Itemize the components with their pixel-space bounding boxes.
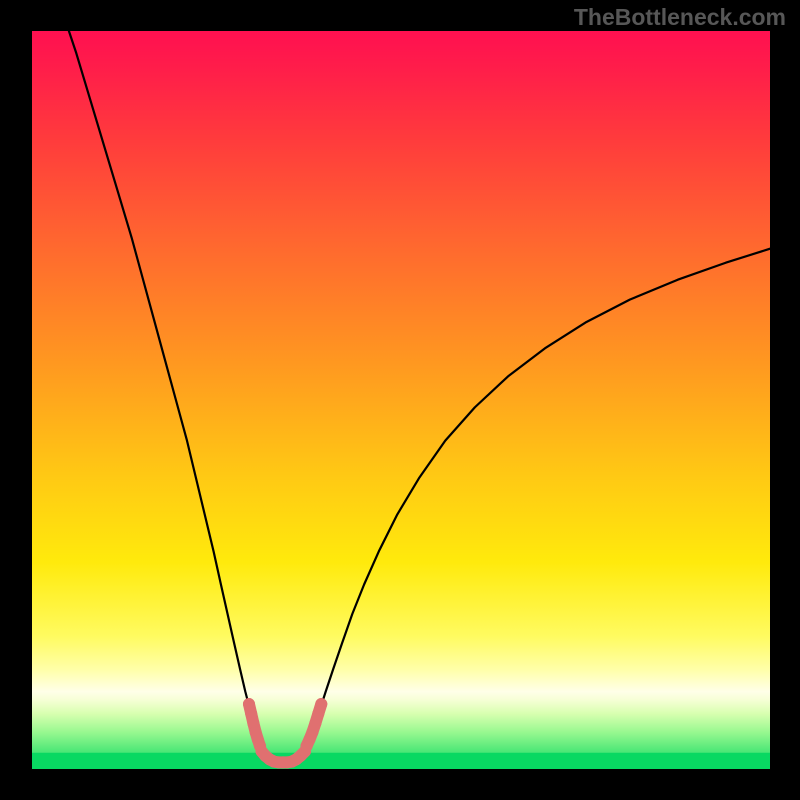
watermark-label: TheBottleneck.com xyxy=(574,4,786,31)
chart-root: TheBottleneck.com xyxy=(0,0,800,800)
plot-area xyxy=(32,31,770,769)
gradient-background xyxy=(32,31,770,769)
plot-svg xyxy=(32,31,770,769)
bottom-green-band xyxy=(32,753,770,769)
